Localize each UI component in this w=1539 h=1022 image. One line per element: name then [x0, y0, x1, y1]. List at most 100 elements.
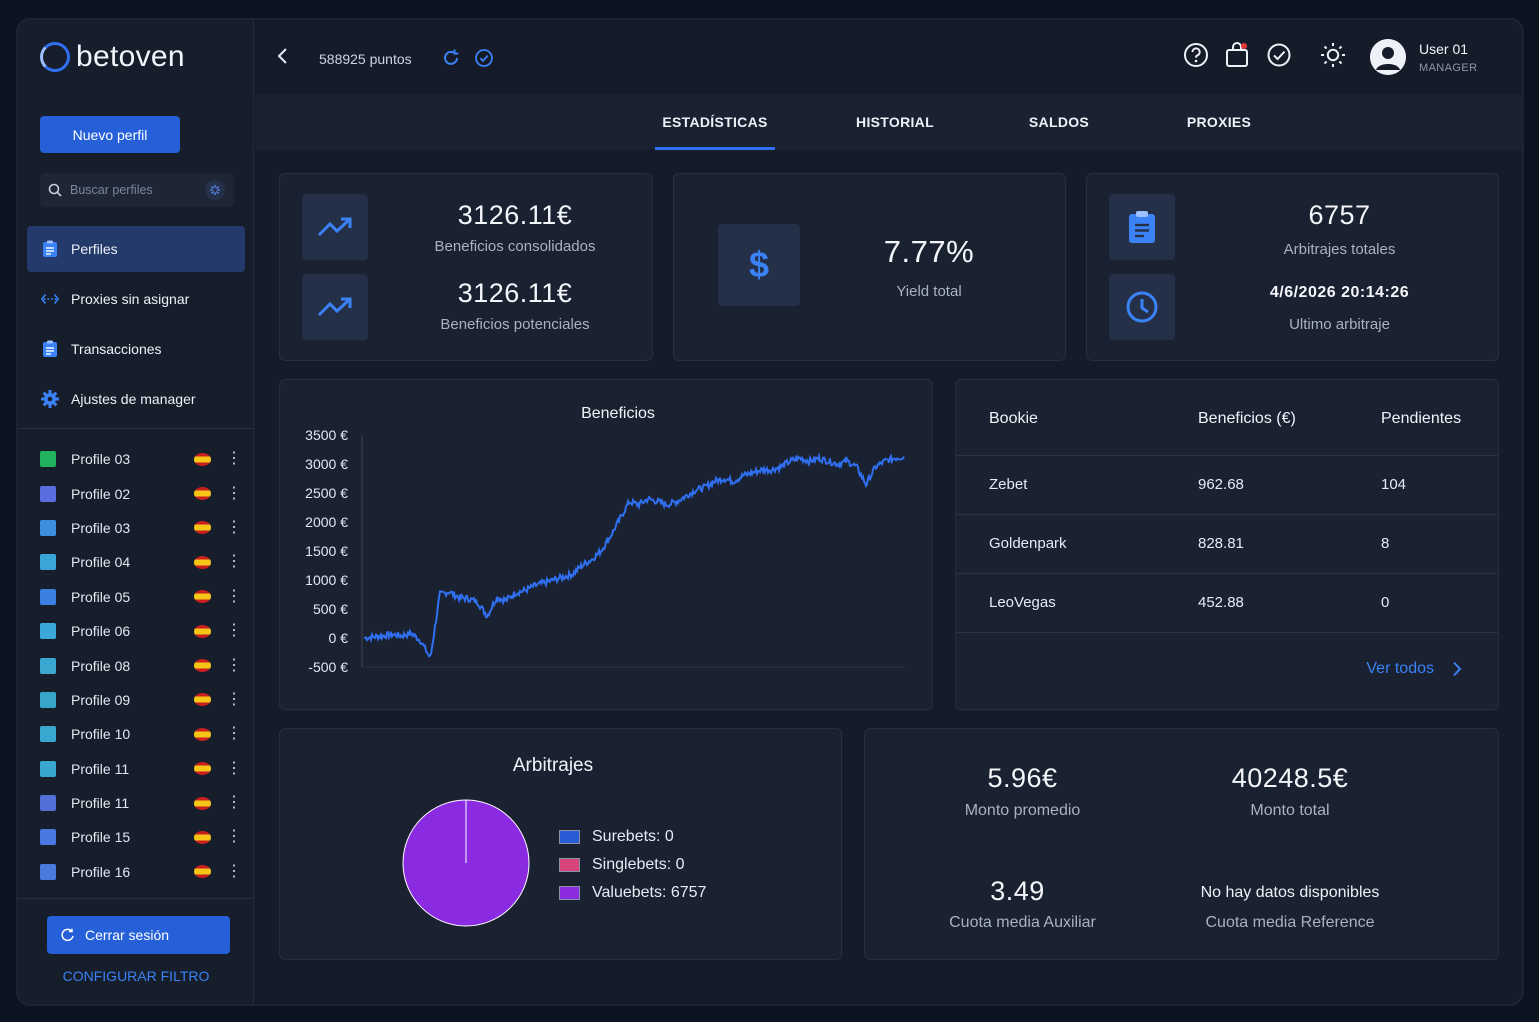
refresh-icon[interactable]: [441, 48, 461, 68]
profile-item[interactable]: Profile 10 ⋮: [40, 717, 242, 751]
profile-item[interactable]: Profile 06 ⋮: [40, 614, 242, 648]
profile-color-swatch: [40, 451, 56, 468]
check-circle-icon[interactable]: [1266, 42, 1292, 68]
yield-value: 7.77%: [883, 234, 975, 269]
sun-icon[interactable]: [1320, 42, 1346, 68]
tab-estadisticas[interactable]: ESTADÍSTICAS: [655, 94, 775, 150]
new-profile-button[interactable]: Nuevo perfil: [40, 116, 180, 153]
spain-flag-icon: [194, 487, 211, 501]
y-tick-label: 3000 €: [305, 456, 348, 472]
more-options-icon[interactable]: ⋮: [226, 828, 242, 846]
cell-pending: 104: [1381, 476, 1407, 493]
avg-amount-label: Monto promedio: [964, 802, 1081, 819]
profile-name: Profile 10: [71, 726, 131, 743]
cell-pending: 8: [1381, 535, 1390, 552]
config-filter-link[interactable]: CONFIGURAR FILTRO: [62, 968, 210, 984]
divider: [18, 898, 254, 899]
spain-flag-icon: [194, 590, 211, 604]
y-tick-label: 2500 €: [305, 485, 348, 501]
search-input[interactable]: [70, 183, 198, 197]
logout-button[interactable]: Cerrar sesión: [47, 916, 230, 954]
profile-name: Profile 03: [71, 451, 131, 468]
more-options-icon[interactable]: ⋮: [226, 518, 242, 536]
more-options-icon[interactable]: ⋮: [226, 553, 242, 571]
legend-swatch: [559, 858, 580, 872]
more-options-icon[interactable]: ⋮: [226, 450, 242, 468]
total-amount-value: 40248.5€: [1231, 763, 1349, 793]
sidebar-item-ajustes[interactable]: Ajustes de manager: [27, 376, 245, 422]
more-options-icon[interactable]: ⋮: [226, 587, 242, 605]
table-row[interactable]: LeoVegas 452.88 0: [956, 574, 1498, 633]
chevron-right-icon: [1453, 661, 1462, 677]
tab-historial[interactable]: HISTORIAL: [856, 114, 934, 130]
profile-item[interactable]: Profile 16 ⋮: [40, 855, 242, 889]
profile-item[interactable]: Profile 03 ⋮: [40, 511, 242, 545]
tab-saldos[interactable]: SALDOS: [1028, 114, 1090, 130]
help-icon[interactable]: [1183, 42, 1209, 68]
profile-color-swatch: [40, 519, 56, 536]
see-all-link[interactable]: Ver todos: [1366, 660, 1462, 678]
table-row[interactable]: Zebet 962.68 104: [956, 456, 1498, 515]
sidebar-item-perfiles[interactable]: Perfiles: [27, 226, 245, 272]
sidebar-item-transacciones[interactable]: Transacciones: [27, 326, 245, 372]
y-tick-label: -500 €: [308, 659, 348, 675]
avatar[interactable]: [1370, 39, 1406, 75]
more-options-icon[interactable]: ⋮: [226, 656, 242, 674]
y-tick-label: 2000 €: [305, 514, 348, 530]
dollar-icon: $: [718, 224, 800, 306]
consolidated-benefits-label: Beneficios consolidados: [434, 238, 596, 255]
potential-benefits-label: Beneficios potenciales: [440, 316, 590, 333]
chevron-left-icon[interactable]: [277, 47, 289, 65]
profile-name: Profile 02: [71, 485, 131, 502]
more-options-icon[interactable]: ⋮: [226, 484, 242, 502]
cell-benefits: 962.68: [1198, 476, 1244, 493]
profile-item[interactable]: Profile 09 ⋮: [40, 683, 242, 717]
user-name[interactable]: User 01: [1419, 41, 1469, 57]
cell-bookie: Zebet: [989, 476, 1028, 493]
y-tick-label: 1000 €: [305, 572, 348, 588]
profile-color-swatch: [40, 726, 56, 743]
more-options-icon[interactable]: ⋮: [226, 862, 242, 880]
more-options-icon[interactable]: ⋮: [226, 622, 242, 640]
more-options-icon[interactable]: ⋮: [226, 725, 242, 743]
more-options-icon[interactable]: ⋮: [226, 690, 242, 708]
legend-swatch: [559, 830, 580, 844]
check-circle-icon[interactable]: [474, 48, 494, 68]
spain-flag-icon: [194, 727, 211, 741]
table-row[interactable]: Goldenpark 828.81 8: [956, 515, 1498, 574]
tab-proxies[interactable]: PROXIES: [1186, 114, 1252, 130]
column-header-benefits: Beneficios (€): [1198, 410, 1296, 427]
profile-item[interactable]: Profile 02 ⋮: [40, 476, 242, 510]
shopping-bag-icon[interactable]: [1225, 42, 1249, 68]
filter-icon[interactable]: [204, 179, 226, 201]
total-arbitrages-label: Arbitrajes totales: [1283, 241, 1396, 258]
last-arbitrage-value: 4/6/2026 20:14:26: [1269, 284, 1410, 301]
app-frame: betoven Nuevo perfil: [16, 18, 1524, 1006]
sidebar-item-proxies[interactable]: Proxies sin asignar: [27, 276, 245, 322]
spain-flag-icon: [194, 762, 211, 776]
more-options-icon[interactable]: ⋮: [226, 794, 242, 812]
sidebar-item-label: Perfiles: [71, 241, 118, 257]
arrows-icon: [41, 290, 59, 308]
benefits-series-line: [363, 452, 905, 658]
profile-item[interactable]: Profile 05 ⋮: [40, 580, 242, 614]
profile-item[interactable]: Profile 11 ⋮: [40, 786, 242, 820]
sidebar-item-label: Ajustes de manager: [71, 391, 196, 407]
benefits-card: 3126.11€ Beneficios consolidados 3126.11…: [279, 173, 653, 361]
profile-color-swatch: [40, 829, 56, 846]
profile-item[interactable]: Profile 04 ⋮: [40, 545, 242, 579]
y-tick-label: 0 €: [329, 630, 349, 646]
yield-card: $ 7.77% Yield total: [673, 173, 1066, 361]
profile-item[interactable]: Profile 08 ⋮: [40, 648, 242, 682]
profile-name: Profile 16: [71, 863, 131, 880]
profile-item[interactable]: Profile 11 ⋮: [40, 752, 242, 786]
more-options-icon[interactable]: ⋮: [226, 759, 242, 777]
profile-item[interactable]: Profile 15 ⋮: [40, 820, 242, 854]
arbitrage-card: 6757 Arbitrajes totales 4/6/2026 20:14:2…: [1086, 173, 1499, 361]
trend-up-icon: [302, 194, 368, 260]
benefits-line-chart: Beneficios 3500 € 3000 € 2500 € 2000 € 1500 …: [305, 405, 905, 675]
logo[interactable]: betoven: [40, 40, 185, 74]
consolidated-benefits-value: 3126.11€: [457, 200, 573, 230]
profile-name: Profile 06: [71, 623, 131, 640]
profile-item[interactable]: Profile 03 ⋮: [40, 442, 242, 476]
